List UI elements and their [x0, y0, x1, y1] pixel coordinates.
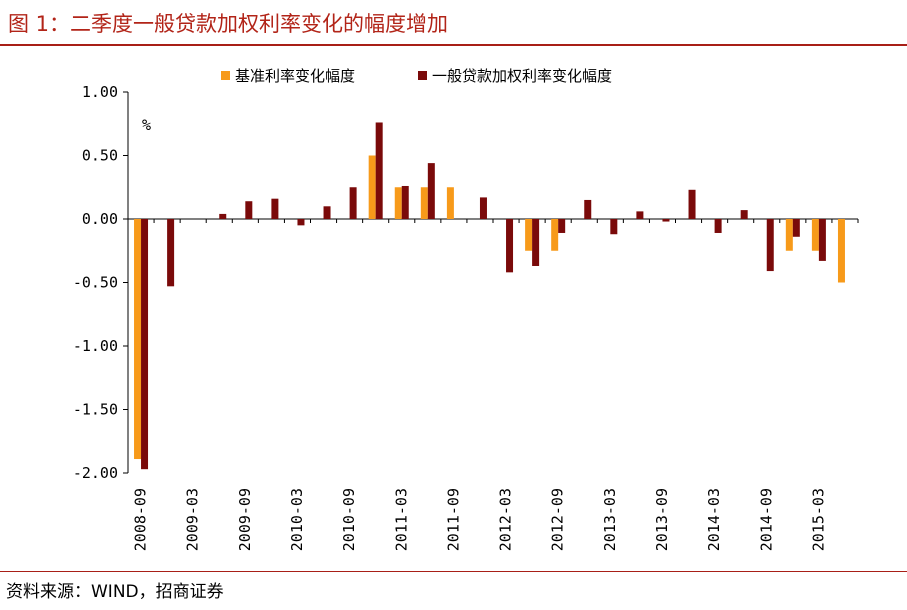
bar-loan-rate-2014-12: [792, 219, 800, 237]
bar-base-rate-2011-09: [446, 187, 454, 219]
bar-loan-rate-2013-12: [688, 189, 696, 219]
bar-loan-rate-2009-12: [271, 198, 279, 219]
bar-loan-rate-2014-06: [740, 210, 748, 219]
title-divider: [0, 44, 907, 46]
legend-swatch-base-rate: [221, 71, 230, 80]
bar-loan-rate-2012-03: [506, 219, 514, 273]
x-tick-label: 2012-03: [497, 488, 515, 551]
legend-swatch-loan-rate: [418, 71, 427, 80]
legend-label-loan-rate: 一般贷款加权利率变化幅度: [432, 67, 612, 85]
bar-loan-rate-2009-09: [245, 201, 253, 219]
bar-loan-rate-2011-12: [479, 197, 487, 219]
y-tick-label: -1.00: [73, 337, 118, 355]
bar-loan-rate-2010-12: [375, 122, 383, 219]
bar-chart: 基准利率变化幅度 一般贷款加权利率变化幅度 % 1.00 0.50 0.00 -0.5…: [73, 67, 859, 551]
bar-base-rate-2010-12: [368, 155, 376, 219]
y-tick-label: 1.00: [82, 83, 118, 101]
bars: [134, 122, 845, 470]
x-tick-label: 2011-03: [392, 488, 410, 551]
bar-base-rate-2015-06: [837, 219, 845, 283]
x-tick-label: 2014-09: [757, 488, 775, 551]
chart-legend: 基准利率变化幅度 一般贷款加权利率变化幅度: [221, 67, 612, 85]
bar-base-rate-2012-06: [525, 219, 533, 251]
y-tick-label: 0.50: [82, 147, 118, 165]
x-tick-label: 2009-09: [236, 488, 254, 551]
x-tick-label: 2014-03: [705, 488, 723, 551]
x-tick-label: 2013-03: [601, 488, 619, 551]
bar-loan-rate-2010-06: [323, 206, 331, 219]
legend-label-base-rate: 基准利率变化幅度: [235, 67, 355, 85]
x-tick-label: 2008-09: [132, 488, 150, 551]
y-tick-label: 0.00: [82, 210, 118, 228]
y-axis: 1.00 0.50 0.00 -0.50 -1.00 -1.50 -2.00: [73, 83, 129, 482]
x-tick-label: 2011-09: [444, 488, 462, 551]
y-tick-label: -0.50: [73, 274, 118, 292]
bar-loan-rate-2011-06: [427, 163, 435, 219]
x-tick-label: 2010-09: [340, 488, 358, 551]
source-note: 资料来源：WIND，招商证券: [6, 582, 224, 602]
x-tick-label: 2009-03: [184, 488, 202, 551]
x-tick-label: 2010-03: [288, 488, 306, 551]
bar-loan-rate-2014-03: [714, 219, 722, 233]
bar-base-rate-2012-09: [551, 219, 559, 251]
bar-loan-rate-2012-09: [558, 219, 566, 233]
x-tick-label: 2012-09: [549, 488, 567, 551]
x-axis: 2008-09 2009-03 2009-09 2010-03 2010-09 2011-…: [127, 218, 859, 551]
bar-loan-rate-2014-09: [766, 219, 774, 272]
bar-loan-rate-2011-03: [401, 185, 409, 219]
x-tick-label: 2015-03: [809, 488, 827, 551]
bar-loan-rate-2008-12: [167, 219, 175, 287]
figure-title: 图 1：二季度一般贷款加权利率变化的幅度增加: [8, 12, 449, 36]
bar-loan-rate-2010-09: [349, 187, 357, 219]
y-tick-label: -2.00: [73, 464, 118, 482]
y-tick-label: -1.50: [73, 401, 118, 419]
bar-loan-rate-2012-06: [532, 219, 540, 266]
bar-loan-rate-2013-03: [610, 219, 618, 235]
bar-loan-rate-2010-03: [297, 219, 305, 226]
bar-loan-rate-2013-09: [662, 219, 670, 222]
bar-loan-rate-2009-06: [219, 213, 227, 219]
unit-label: %: [142, 116, 151, 134]
bar-loan-rate-2015-03: [818, 219, 826, 261]
x-tick-label: 2013-09: [653, 488, 671, 551]
bar-base-rate-2008-09: [134, 219, 142, 460]
bar-base-rate-2011-03: [394, 187, 402, 219]
bar-base-rate-2011-06: [420, 187, 428, 219]
bar-base-rate-2014-12: [785, 219, 793, 251]
footer-divider: [0, 571, 907, 572]
bar-loan-rate-2012-12: [584, 199, 592, 219]
bar-loan-rate-2013-06: [636, 211, 644, 219]
bar-base-rate-2015-03: [811, 219, 819, 251]
bar-loan-rate-2008-09: [141, 219, 149, 470]
